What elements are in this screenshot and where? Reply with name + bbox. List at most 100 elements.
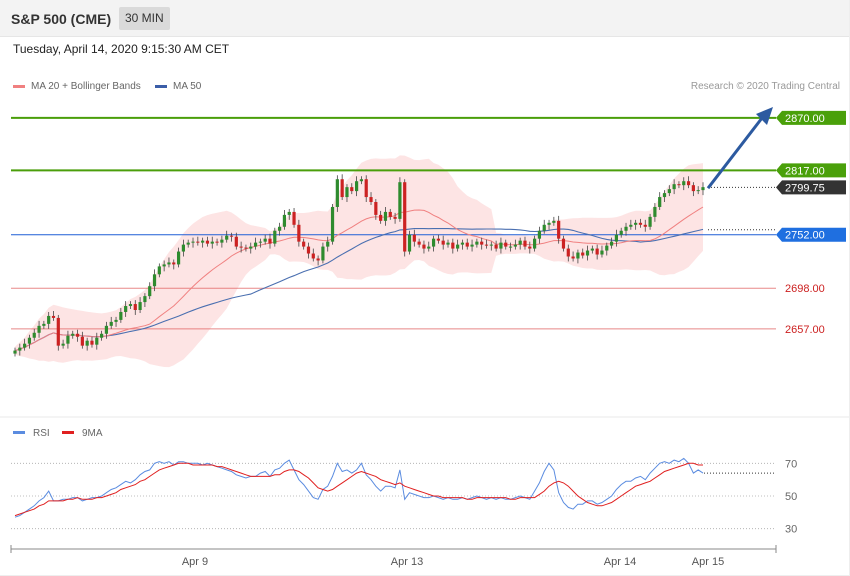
candle-body bbox=[648, 216, 652, 227]
candle-body bbox=[691, 185, 695, 192]
level-label-2698.00: 2698.00 bbox=[785, 283, 825, 295]
candle-body bbox=[533, 238, 537, 249]
level-label-2752.00: 2752.00 bbox=[785, 230, 825, 242]
candle-body bbox=[326, 241, 330, 247]
candle-body bbox=[201, 240, 205, 243]
x-tick-label-Apr-9: Apr 9 bbox=[182, 556, 208, 568]
candle-body bbox=[172, 262, 176, 265]
rsi-tick-30: 30 bbox=[785, 524, 797, 536]
candle-body bbox=[128, 304, 133, 307]
candle-body bbox=[576, 252, 580, 259]
candle-body bbox=[600, 250, 604, 255]
candle-body bbox=[80, 336, 84, 346]
rsi-legend-label: RSI bbox=[33, 428, 50, 439]
candle-body bbox=[229, 235, 234, 237]
candle-body bbox=[542, 224, 546, 231]
candle-body bbox=[354, 181, 359, 192]
candle-body bbox=[364, 179, 368, 198]
ma50-swatch bbox=[155, 84, 167, 88]
legend-ma50: MA 50 bbox=[155, 81, 201, 92]
candle-body bbox=[407, 234, 412, 252]
level-label-2817.00: 2817.00 bbox=[785, 165, 825, 177]
candle-body bbox=[595, 248, 599, 255]
candle-body bbox=[205, 240, 210, 244]
candle-body bbox=[292, 211, 296, 225]
candle-body bbox=[369, 197, 373, 203]
rsi-line bbox=[14, 457, 704, 518]
legend-ma20-label: MA 20 + Bollinger Bands bbox=[31, 81, 141, 92]
candle-body bbox=[330, 206, 335, 242]
candle-body bbox=[104, 325, 109, 334]
candle-body bbox=[504, 242, 508, 247]
candle-body bbox=[658, 197, 662, 207]
candle-body bbox=[66, 335, 70, 344]
candle-body bbox=[571, 256, 575, 259]
candle-body bbox=[566, 248, 570, 257]
candle-body bbox=[465, 242, 469, 247]
candle-body bbox=[345, 187, 349, 198]
candle-body bbox=[513, 244, 517, 247]
candle-body bbox=[398, 182, 402, 219]
candle-body bbox=[37, 325, 41, 333]
candle-body bbox=[167, 262, 171, 265]
rsi-tick-50: 50 bbox=[785, 491, 797, 503]
candle-body bbox=[335, 179, 339, 207]
candle-body bbox=[446, 242, 450, 245]
candle-body bbox=[460, 242, 465, 245]
candle-body bbox=[585, 250, 590, 256]
candle-body bbox=[456, 244, 460, 249]
candle-body bbox=[422, 244, 426, 249]
candle-body bbox=[489, 244, 493, 246]
candle-body bbox=[47, 315, 51, 324]
candle-body bbox=[114, 319, 118, 322]
legend-ma50-label: MA 50 bbox=[173, 81, 202, 92]
candle-body bbox=[282, 214, 287, 227]
candle-body bbox=[75, 333, 80, 337]
candle-body bbox=[100, 333, 104, 338]
candle-body bbox=[152, 274, 157, 287]
rsi-ma-swatch bbox=[62, 431, 74, 434]
candle-body bbox=[244, 247, 248, 249]
candle-body bbox=[225, 235, 229, 240]
credit-text: Research © 2020 Trading Central bbox=[690, 81, 840, 92]
candle-body bbox=[552, 220, 556, 223]
level-label-2799.75: 2799.75 bbox=[785, 182, 825, 194]
candle-body bbox=[677, 184, 681, 186]
projection-arrow-line bbox=[706, 117, 764, 190]
candle-body bbox=[61, 343, 65, 346]
candle-body bbox=[614, 234, 618, 242]
x-tick-label-Apr-15: Apr 15 bbox=[692, 556, 724, 568]
candle-body bbox=[696, 190, 700, 192]
candle-body bbox=[13, 350, 17, 354]
candle-body bbox=[215, 241, 219, 243]
candle-body bbox=[475, 241, 479, 245]
candle-body bbox=[484, 244, 489, 246]
candle-body bbox=[23, 343, 27, 348]
candle-body bbox=[590, 248, 594, 251]
candle-body bbox=[417, 241, 421, 245]
level-tag-2752.00 bbox=[776, 227, 846, 242]
candle-body bbox=[321, 246, 325, 261]
rsi-ma-line bbox=[14, 462, 703, 517]
candle-body bbox=[249, 246, 253, 249]
candle-body bbox=[297, 224, 301, 242]
candle-body bbox=[374, 202, 378, 215]
candle-body bbox=[667, 189, 671, 194]
level-tag-2799.75 bbox=[776, 180, 846, 195]
candle-body bbox=[234, 236, 238, 247]
candle-body bbox=[686, 181, 691, 186]
candle-body bbox=[220, 239, 224, 243]
timeframe-badge[interactable]: 30 MIN bbox=[119, 7, 170, 30]
candle-body bbox=[196, 241, 200, 243]
candles-group bbox=[13, 174, 705, 357]
chart-header: S&P 500 (CME) 30 MIN bbox=[0, 0, 850, 37]
level-tag-2817.00 bbox=[776, 163, 846, 178]
level-tag-2870.00 bbox=[776, 110, 846, 125]
candle-body bbox=[523, 240, 527, 247]
x-tick-label-Apr-13: Apr 13 bbox=[391, 556, 423, 568]
candle-body bbox=[56, 317, 60, 346]
candle-body bbox=[518, 240, 522, 245]
candle-body bbox=[528, 246, 532, 249]
candle-body bbox=[388, 211, 392, 217]
